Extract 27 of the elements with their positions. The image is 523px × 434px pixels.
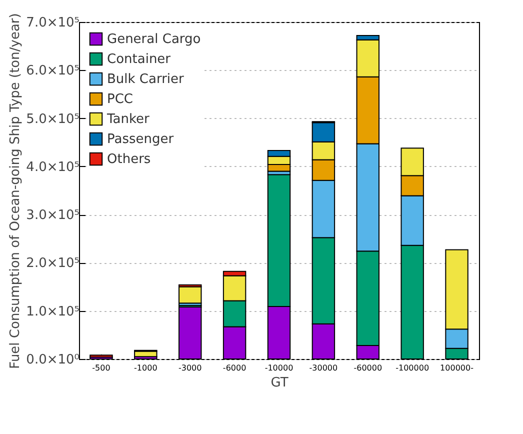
y-tick-label: 1.0×10⁵ bbox=[26, 304, 80, 320]
legend-label: Passenger bbox=[107, 132, 174, 147]
x-tick-label: -60000 bbox=[354, 364, 382, 372]
x-tick-label: -1000 bbox=[134, 364, 158, 372]
legend-label: Container bbox=[107, 52, 172, 67]
y-tick-label: 4.0×10⁵ bbox=[26, 160, 80, 175]
legend-label: Tanker bbox=[106, 112, 150, 127]
y-tick-label: 7.0×10⁵ bbox=[26, 16, 80, 30]
y-tick-label: 6.0×10⁵ bbox=[26, 64, 80, 79]
x-tick-label: -3000 bbox=[178, 364, 202, 372]
y-tick-label: 0.0×10⁰ bbox=[26, 352, 80, 368]
x-tick-label: 100000- bbox=[440, 364, 474, 372]
x-tick-label: -100000 bbox=[396, 364, 430, 372]
y-tick-label: 2.0×10⁵ bbox=[26, 256, 80, 272]
y-tick-label: 5.0×10⁵ bbox=[26, 112, 80, 127]
x-axis-title: GT bbox=[270, 376, 288, 390]
x-tick-label: -6000 bbox=[222, 364, 246, 372]
y-tick-label: 3.0×10⁵ bbox=[26, 208, 80, 224]
x-tick-label: -30000 bbox=[309, 364, 338, 372]
legend-label: PCC bbox=[107, 92, 133, 107]
legend-label: Bulk Carrier bbox=[107, 72, 185, 87]
x-tick-label: -500 bbox=[92, 364, 110, 372]
legend-label: General Cargo bbox=[107, 32, 201, 47]
x-tick-label: -10000 bbox=[264, 364, 294, 372]
bar bbox=[178, 286, 202, 304]
y-axis-title: Fuel Consumption of Ocean-going Ship Type (ton/year) bbox=[8, 13, 24, 369]
legend-label: Others bbox=[107, 152, 151, 167]
